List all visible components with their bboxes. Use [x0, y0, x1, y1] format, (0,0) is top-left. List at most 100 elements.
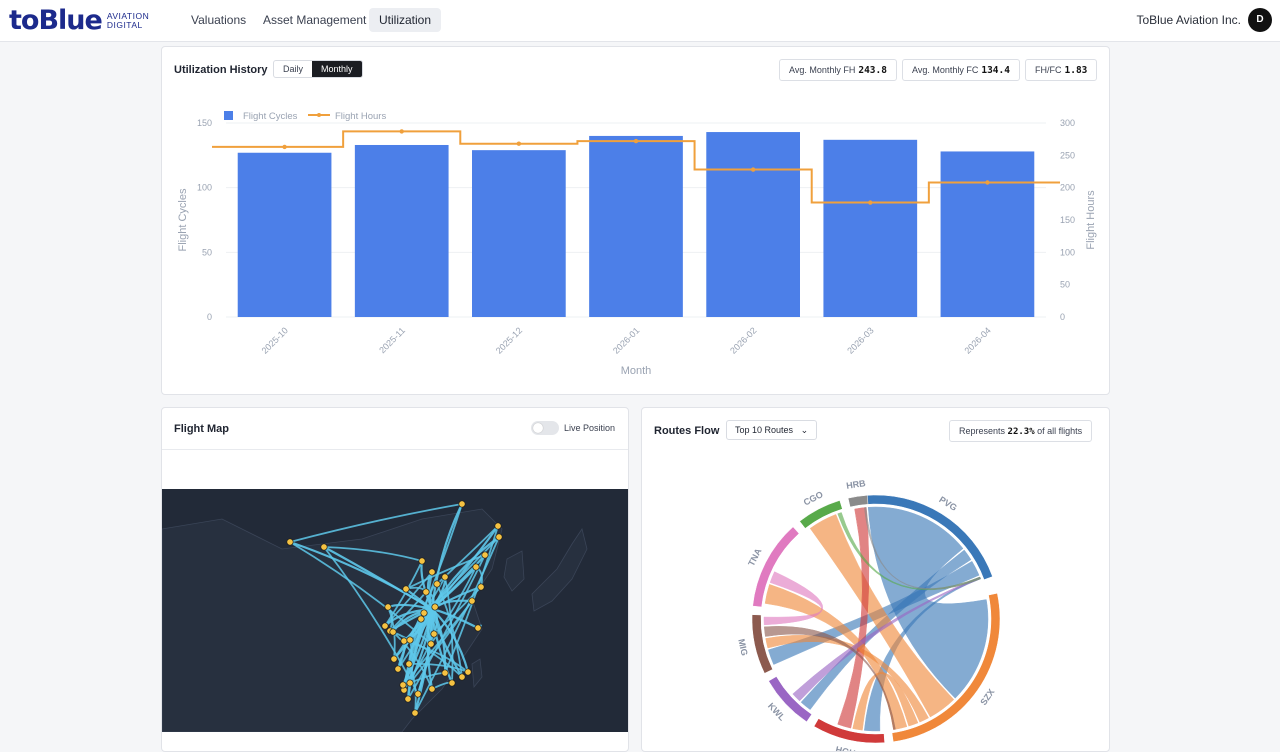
airport-marker[interactable] — [414, 690, 422, 698]
point-flight-hours[interactable] — [750, 167, 756, 172]
airport-marker[interactable] — [400, 637, 408, 645]
airport-marker[interactable] — [406, 679, 414, 687]
airport-marker[interactable] — [458, 673, 466, 681]
airport-arc[interactable] — [847, 495, 869, 508]
bar-flight-cycles[interactable] — [237, 152, 332, 317]
monthly-button[interactable]: Monthly — [312, 61, 362, 77]
airport-arc[interactable] — [768, 676, 813, 723]
airport-label: SZX — [978, 687, 996, 707]
airport-marker[interactable] — [399, 681, 407, 689]
airport-marker[interactable] — [468, 597, 476, 605]
route-chord[interactable] — [864, 507, 981, 590]
bar-flight-cycles[interactable] — [940, 151, 1035, 317]
airport-marker[interactable] — [390, 655, 398, 663]
airport-arc[interactable] — [752, 526, 800, 608]
airport-marker[interactable] — [417, 615, 425, 623]
y2-tick-label: 100 — [1060, 247, 1075, 257]
airport-marker[interactable] — [428, 685, 436, 693]
airport-marker[interactable] — [422, 588, 430, 596]
airport-marker[interactable] — [427, 640, 435, 648]
airport-marker[interactable] — [495, 533, 503, 541]
point-flight-hours[interactable] — [633, 138, 639, 144]
airport-arc[interactable] — [891, 592, 1001, 743]
airport-marker[interactable] — [428, 568, 436, 576]
airport-marker[interactable] — [404, 695, 412, 703]
airport-marker[interactable] — [394, 665, 402, 673]
airport-marker[interactable] — [418, 557, 426, 565]
airport-marker[interactable] — [320, 543, 328, 551]
airport-arc[interactable] — [799, 500, 843, 529]
airport-marker[interactable] — [381, 622, 389, 630]
japan-shape — [531, 528, 588, 612]
point-flight-hours[interactable] — [399, 129, 404, 134]
utilization-chart: 0 50 100 150 0 50 100 150 200 250 300 2025-10 2025-1… — [177, 111, 1097, 377]
legend-label-flight-hours: Flight Hours — [335, 111, 386, 122]
brand-logo[interactable]: toBlue AVIATION DIGITAL — [9, 7, 150, 34]
point-flight-hours[interactable] — [516, 141, 522, 146]
y2-tick-label: 200 — [1060, 183, 1075, 193]
airport-marker[interactable] — [477, 583, 485, 591]
live-position-toggle[interactable] — [531, 421, 559, 435]
nav-asset-management[interactable]: Asset Management — [263, 13, 367, 27]
airport-marker[interactable] — [458, 500, 466, 508]
airport-marker[interactable] — [389, 628, 397, 636]
avg-fh-stat: Avg. Monthly FH 243.8 — [779, 59, 897, 81]
x-tick-label: 2026-04 — [962, 325, 992, 355]
airport-marker[interactable] — [411, 709, 419, 717]
fhfc-value: 1.83 — [1064, 65, 1088, 76]
y-axis-label: Flight Cycles — [177, 188, 189, 251]
routes-flow-title: Routes Flow — [654, 425, 720, 437]
avg-fh-value: 243.8 — [858, 65, 887, 76]
route-chord[interactable] — [764, 626, 896, 730]
airport-arc[interactable] — [862, 494, 993, 580]
fhfc-stat: FH/FC 1.83 — [1025, 59, 1098, 81]
airport-marker[interactable] — [448, 679, 456, 687]
bar-flight-cycles[interactable] — [589, 135, 683, 317]
route-chord[interactable] — [852, 672, 919, 731]
route-line — [431, 525, 499, 610]
airport-marker[interactable] — [406, 636, 414, 644]
airport-arc[interactable] — [751, 614, 773, 674]
user-avatar[interactable]: D — [1248, 8, 1272, 32]
airport-marker[interactable] — [433, 580, 441, 588]
bar-flight-cycles[interactable] — [472, 150, 566, 317]
avg-fh-label: Avg. Monthly FH — [789, 65, 856, 75]
bar-flight-cycles[interactable] — [823, 139, 918, 317]
brand-sub-line1: AVIATION — [106, 11, 150, 21]
routes-dropdown[interactable]: Top 10 Routes ⌄ — [726, 420, 818, 440]
daily-button[interactable]: Daily — [283, 64, 304, 74]
y2-tick-label: 50 — [1060, 280, 1070, 290]
point-flight-hours[interactable] — [985, 180, 990, 185]
route-chord[interactable] — [837, 507, 870, 729]
airport-marker[interactable] — [286, 538, 294, 546]
airport-marker[interactable] — [384, 603, 392, 611]
korea-shape — [503, 550, 525, 592]
airport-marker[interactable] — [481, 551, 489, 559]
airport-marker[interactable] — [472, 563, 480, 571]
nav-utilization[interactable]: Utilization — [369, 8, 442, 32]
airport-marker[interactable] — [402, 585, 410, 593]
airport-marker[interactable] — [405, 660, 413, 668]
x-axis-label: Month — [621, 365, 652, 377]
flight-map-canvas[interactable] — [162, 489, 628, 732]
bar-flight-cycles[interactable] — [706, 132, 800, 317]
route-chord[interactable] — [763, 571, 823, 626]
airport-arc[interactable] — [813, 718, 885, 744]
airport-marker[interactable] — [430, 630, 438, 638]
nav-valuations[interactable]: Valuations — [191, 13, 247, 27]
airport-label: PVG — [937, 494, 958, 513]
granularity-toggle: Daily Monthly — [273, 60, 363, 78]
point-flight-hours[interactable] — [282, 144, 287, 150]
airport-marker[interactable] — [441, 669, 449, 677]
airport-marker[interactable] — [494, 522, 502, 530]
y2-axis-label: Flight Hours — [1085, 190, 1097, 250]
airport-marker[interactable] — [474, 624, 482, 632]
airport-marker[interactable] — [441, 573, 449, 581]
airport-marker[interactable] — [420, 609, 428, 617]
airport-marker[interactable] — [464, 668, 472, 676]
airport-marker[interactable] — [431, 603, 439, 611]
point-flight-hours[interactable] — [868, 200, 873, 205]
y-tick-label: 50 — [202, 247, 212, 257]
bar-flight-cycles[interactable] — [354, 144, 449, 317]
flight-map-title: Flight Map — [174, 423, 229, 435]
